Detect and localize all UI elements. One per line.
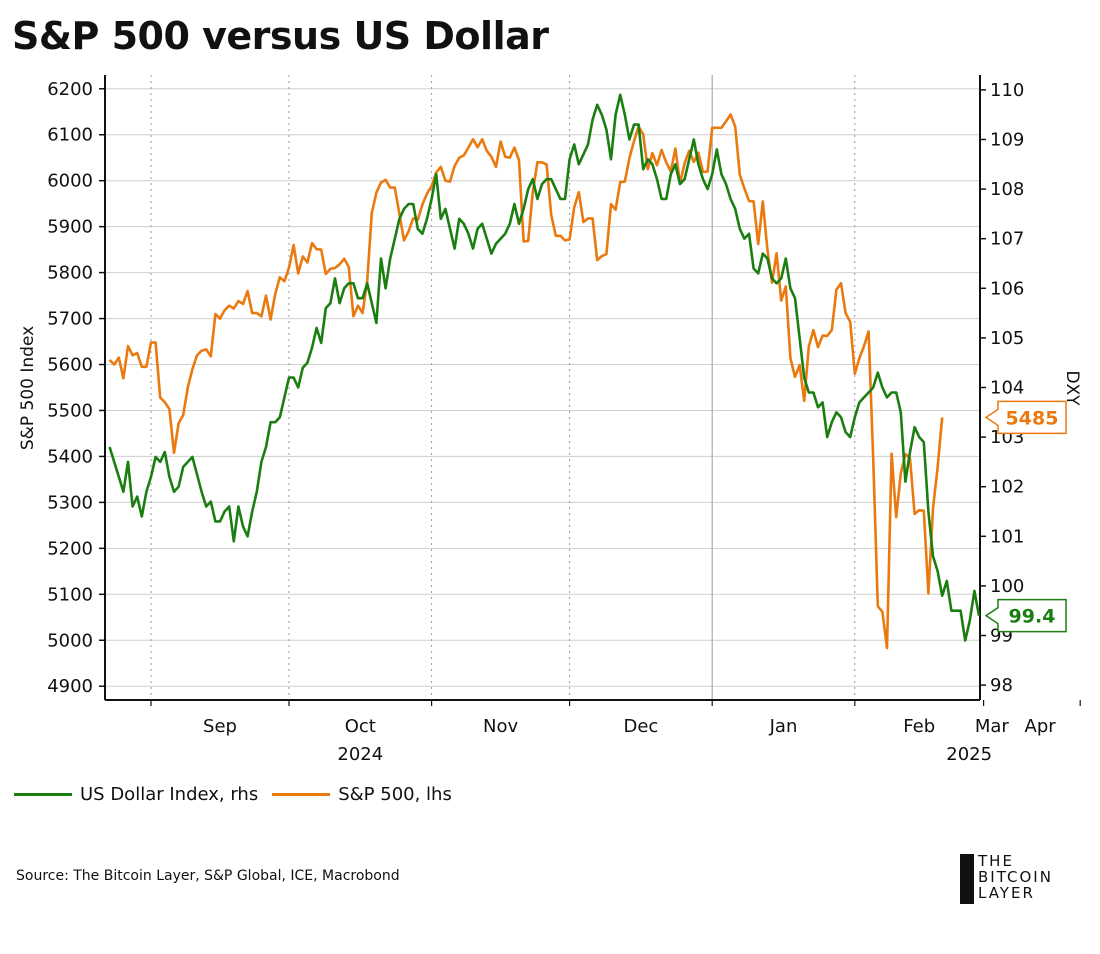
- tick-label-left-6200: 6200: [47, 79, 93, 100]
- tick-label-left-5500: 5500: [47, 400, 93, 421]
- month-label-apr: Apr: [1025, 716, 1057, 737]
- left-axis-ticks: 6200 6100 6000 5900 5800 5700 5600 5500 5400 5300…: [47, 79, 105, 697]
- chart-title: S&P 500 versus US Dollar: [12, 14, 549, 58]
- tick-label-left-4900: 4900: [47, 676, 93, 697]
- sp500-last-value-value: 5485: [1006, 407, 1059, 429]
- left-axis-title: S&P 500 Index: [18, 326, 38, 450]
- sp500-last-value-box: [984, 400, 1067, 435]
- month-label-nov: Nov: [483, 716, 518, 737]
- dxy-last-value-box: [984, 598, 1067, 633]
- tick-label-right-100: 100: [990, 576, 1024, 597]
- tick-label-right-101: 101: [990, 526, 1024, 547]
- series-lines: [108, 93, 981, 650]
- gridlines: [105, 88, 980, 687]
- axes: [104, 75, 981, 701]
- month-label-mar: Mar: [975, 716, 1010, 737]
- tick-label-left-5100: 5100: [47, 584, 93, 605]
- tick-label-right-98: 98: [990, 675, 1013, 696]
- month-label-jan: Jan: [769, 716, 798, 737]
- logo-bar: [960, 854, 974, 904]
- tick-label-left-5000: 5000: [47, 630, 93, 651]
- legend-label-sp500: S&P 500, lhs: [338, 784, 452, 805]
- tick-label-left-5300: 5300: [47, 492, 93, 513]
- tick-label-right-108: 108: [990, 179, 1024, 200]
- dxy-last-value-value: 99.4: [1009, 606, 1056, 628]
- tick-label-right-104: 104: [990, 378, 1024, 399]
- tick-label-left-5800: 5800: [47, 263, 93, 284]
- tick-label-left-5400: 5400: [47, 446, 93, 467]
- month-label-feb: Feb: [903, 716, 935, 737]
- source-note: Source: The Bitcoin Layer, S&P Global, I…: [16, 868, 400, 884]
- dxy-line: [108, 93, 981, 642]
- right-axis-title: DXY: [1062, 370, 1082, 406]
- tick-label-right-110: 110: [990, 80, 1024, 101]
- tick-label-right-109: 109: [990, 129, 1024, 150]
- logo-line-2: BITCOIN: [978, 868, 1053, 886]
- x-axis-labels: Sep Oct Nov Dec Jan Feb Mar Apr 2024 2025: [150, 700, 1081, 765]
- logo-line-1: THE: [978, 852, 1014, 870]
- sp500-line: [108, 113, 944, 650]
- month-gridlines: [150, 75, 856, 700]
- year-label-2024: 2024: [337, 744, 383, 765]
- logo-text: THE BITCOIN LAYER: [978, 853, 1053, 901]
- last-value-callouts: 5485 99.4: [984, 400, 1067, 633]
- legend-label-dxy: US Dollar Index, rhs: [80, 784, 259, 805]
- month-label-oct: Oct: [345, 716, 376, 737]
- tick-label-right-106: 106: [990, 278, 1024, 299]
- tick-label-left-5700: 5700: [47, 309, 93, 330]
- dxy-last-value: 99.4: [984, 598, 1067, 633]
- tick-label-right-105: 105: [990, 328, 1024, 349]
- legend-item-dxy: US Dollar Index, rhs: [14, 784, 258, 805]
- legend-swatch-sp500: [272, 793, 331, 796]
- chart: 6200 6100 6000 5900 5800 5700 5600 5500 5400 5300…: [18, 75, 1082, 765]
- tick-label-left-5600: 5600: [47, 355, 93, 376]
- legend-item-sp500: S&P 500, lhs: [272, 784, 452, 805]
- tick-label-right-102: 102: [990, 477, 1024, 498]
- tick-label-left-5900: 5900: [47, 217, 93, 238]
- month-label-sep: Sep: [203, 716, 237, 737]
- tick-label-right-107: 107: [990, 229, 1024, 250]
- tick-label-left-5200: 5200: [47, 538, 93, 559]
- tick-label-left-6100: 6100: [47, 125, 93, 146]
- year-label-2025: 2025: [946, 744, 992, 765]
- bitcoin-layer-logo: THE BITCOIN LAYER: [960, 853, 1090, 904]
- legend: US Dollar Index, rhs S&P 500, lhs: [14, 784, 452, 805]
- sp500-last-value: 5485: [984, 400, 1067, 435]
- month-label-dec: Dec: [623, 716, 658, 737]
- legend-swatch-dxy: [14, 793, 72, 796]
- logo-line-3: LAYER: [978, 884, 1035, 902]
- tick-label-left-6000: 6000: [47, 171, 93, 192]
